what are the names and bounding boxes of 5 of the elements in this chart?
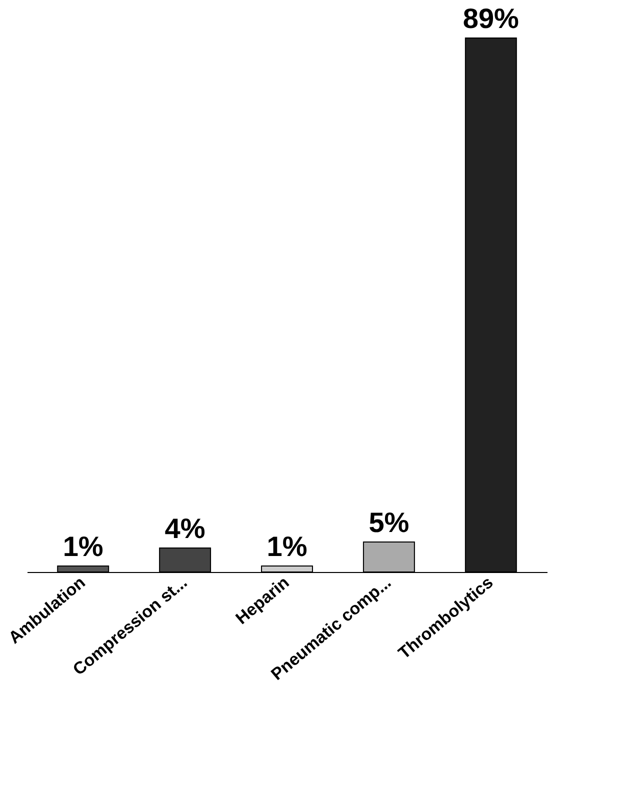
data-label: 1%	[266, 531, 308, 562]
data-label: 4%	[164, 513, 206, 544]
data-label: 89%	[462, 3, 520, 34]
data-label: 5%	[368, 507, 410, 538]
data-label: 1%	[62, 531, 104, 562]
